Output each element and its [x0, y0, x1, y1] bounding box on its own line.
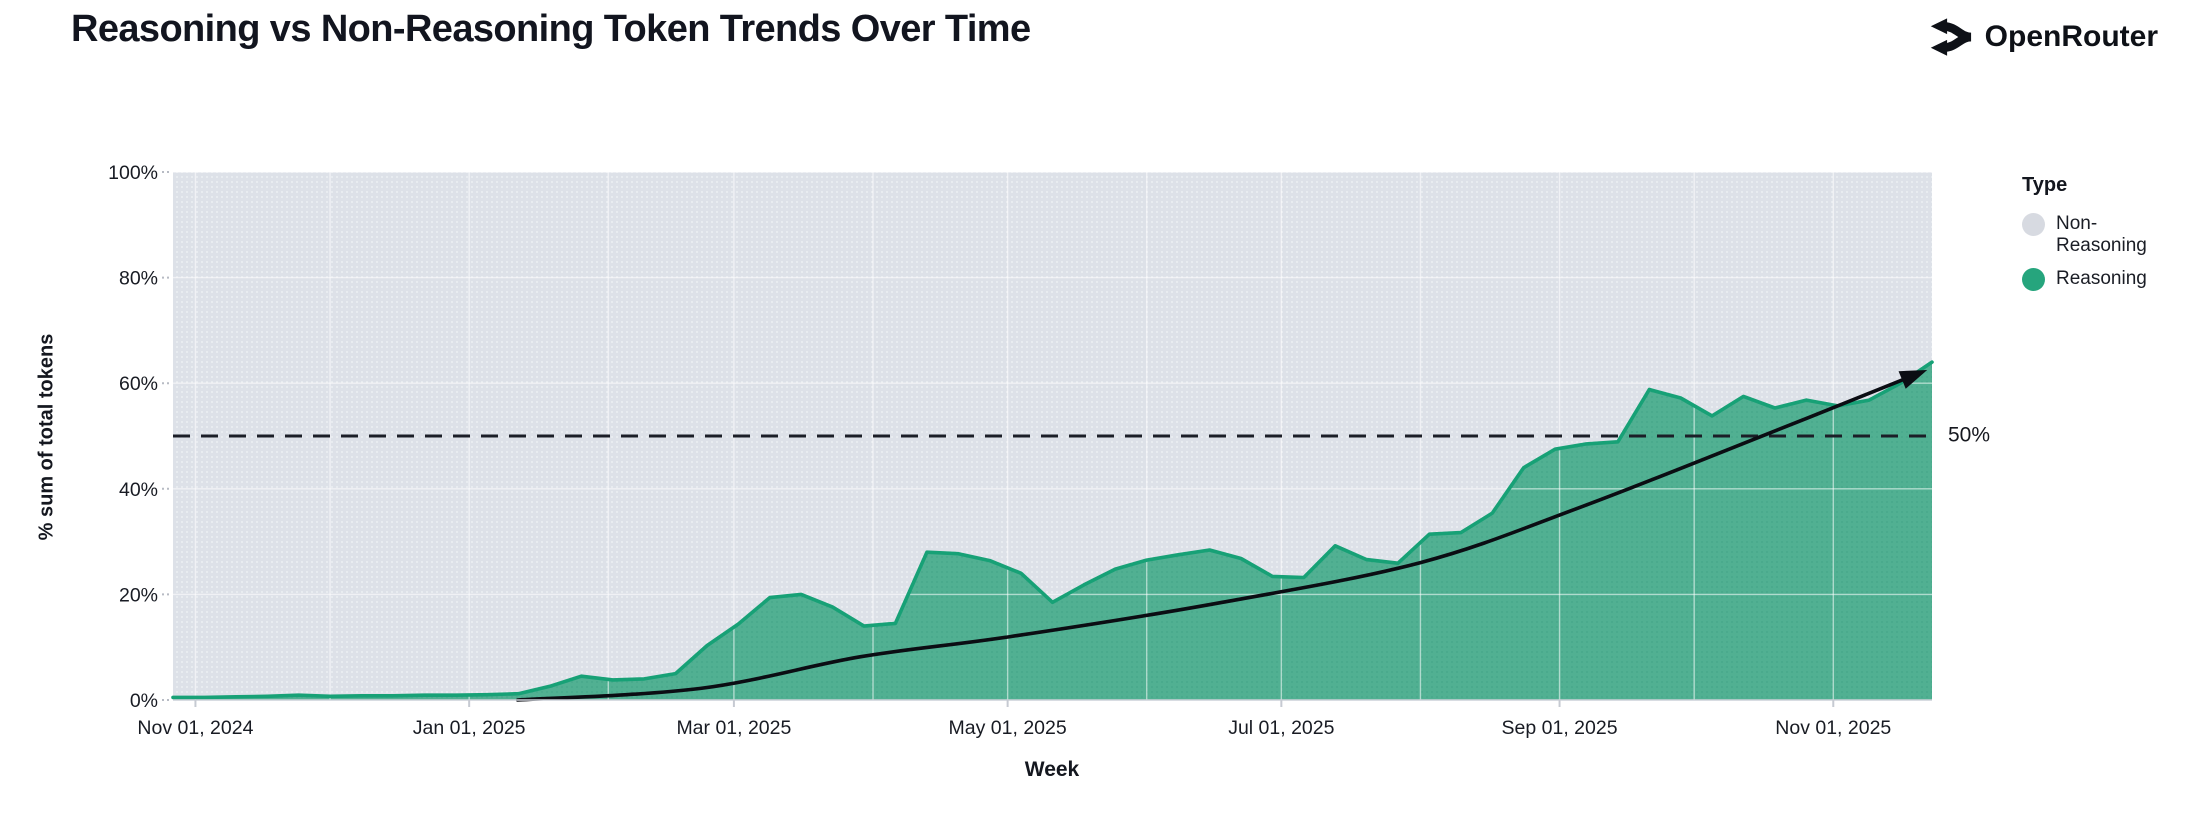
brand-name: OpenRouter: [1984, 20, 2158, 53]
reasoning-swatch: [2022, 267, 2045, 291]
y-tick-label: 80%: [119, 268, 158, 290]
y-axis-title: % sum of total tokens: [35, 333, 58, 541]
trend-arrow-line: [516, 371, 1920, 702]
non-reasoning-swatch: [2022, 213, 2045, 236]
openrouter-logo-icon: [1926, 14, 1972, 60]
x-tick-label: Sep 01, 2025: [1502, 717, 1618, 739]
x-axis-title: Week: [1024, 758, 1080, 781]
x-tick-label: May 01, 2025: [949, 717, 1067, 739]
x-tick-label: Nov 01, 2024: [137, 717, 253, 739]
legend: Type Non-Reasoning Reasoning: [2022, 174, 2198, 301]
y-tick-label: 100%: [108, 162, 158, 184]
trend-arrowhead: [1898, 370, 1928, 389]
y-tick-label: 20%: [119, 584, 158, 606]
legend-title: Type: [2022, 174, 2068, 196]
legend-item-reasoning[interactable]: Reasoning: [2022, 267, 2198, 291]
legend-label-reasoning: Reasoning: [2056, 267, 2147, 289]
reasoning-line: [171, 360, 1934, 700]
brand[interactable]: OpenRouter: [1926, 14, 2158, 60]
legend-item-non-reasoning[interactable]: Non-Reasoning: [2022, 213, 2198, 258]
page-title: Reasoning vs Non-Reasoning Token Trends …: [71, 8, 1031, 50]
legend-label-non-reasoning: Non-Reasoning: [2056, 213, 2147, 257]
y-tick-label: 0%: [130, 690, 158, 712]
y-tick-label: 60%: [119, 373, 158, 395]
x-tick-label: Mar 01, 2025: [676, 717, 791, 739]
y-tick-label: 40%: [119, 479, 158, 501]
x-tick-label: Jul 01, 2025: [1228, 717, 1334, 739]
x-tick-label: Jan 01, 2025: [413, 717, 526, 739]
x-tick-label: Nov 01, 2025: [1775, 717, 1891, 739]
fifty-percent-label: 50%: [1948, 423, 1991, 447]
